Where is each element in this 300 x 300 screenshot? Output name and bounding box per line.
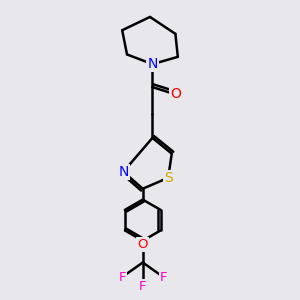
Text: N: N [147,57,158,71]
Text: O: O [137,238,148,251]
Text: O: O [170,87,181,101]
Text: S: S [164,171,172,185]
Text: F: F [139,280,146,293]
Text: N: N [118,165,129,179]
Text: F: F [160,271,167,284]
Text: F: F [118,271,126,284]
